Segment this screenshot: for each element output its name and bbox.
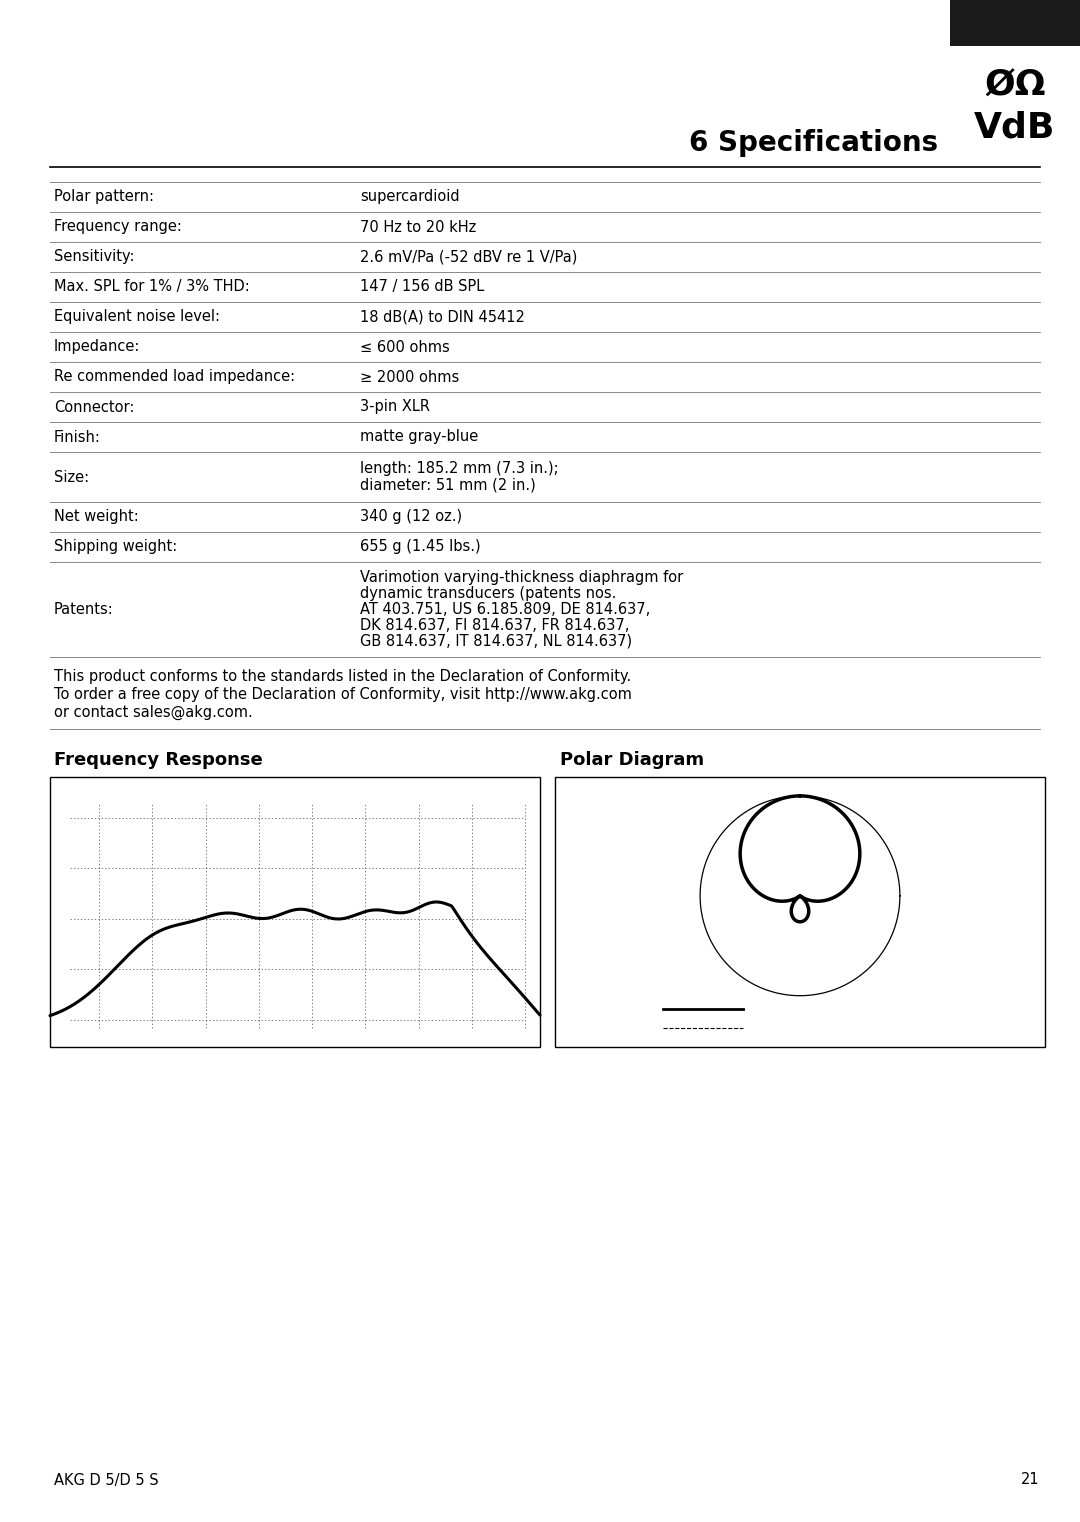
Text: Net weight:: Net weight: (54, 510, 138, 525)
Text: 3-pin XLR: 3-pin XLR (360, 399, 430, 414)
Bar (950, 0, 1080, 164)
Bar (950, 46, 1080, 164)
Text: 147 / 156 dB SPL: 147 / 156 dB SPL (360, 280, 484, 294)
Text: AT 403.751, US 6.185.809, DE 814.637,: AT 403.751, US 6.185.809, DE 814.637, (360, 603, 650, 616)
Text: Equivalent noise level:: Equivalent noise level: (54, 309, 220, 324)
Text: Frequency Response: Frequency Response (54, 750, 262, 769)
Text: 655 g (1.45 lbs.): 655 g (1.45 lbs.) (360, 539, 481, 554)
Text: To order a free copy of the Declaration of Conformity, visit http://www.akg.com: To order a free copy of the Declaration … (54, 686, 632, 702)
Text: matte gray-blue: matte gray-blue (360, 429, 478, 444)
Bar (555, 778, 1045, 1047)
Text: length: 185.2 mm (7.3 in.);: length: 185.2 mm (7.3 in.); (360, 461, 558, 476)
Text: supercardioid: supercardioid (360, 190, 460, 204)
Text: Re commended load impedance:: Re commended load impedance: (54, 370, 295, 385)
Text: GB 814.637, IT 814.637, NL 814.637): GB 814.637, IT 814.637, NL 814.637) (360, 635, 632, 648)
Text: DK 814.637, FI 814.637, FR 814.637,: DK 814.637, FI 814.637, FR 814.637, (360, 618, 630, 633)
Text: 340 g (12 oz.): 340 g (12 oz.) (360, 510, 462, 525)
Text: VdB: VdB (974, 111, 1055, 145)
Text: Sensitivity:: Sensitivity: (54, 250, 135, 265)
Text: Max. SPL for 1% / 3% THD:: Max. SPL for 1% / 3% THD: (54, 280, 249, 294)
Text: Polar pattern:: Polar pattern: (54, 190, 154, 204)
Bar (50, 778, 540, 1047)
Text: or contact sales@akg.com.: or contact sales@akg.com. (54, 705, 253, 720)
Text: Patents:: Patents: (54, 603, 113, 616)
Text: ≥ 2000 ohms: ≥ 2000 ohms (360, 370, 459, 385)
Text: 2.6 mV/Pa (-52 dBV re 1 V/Pa): 2.6 mV/Pa (-52 dBV re 1 V/Pa) (360, 250, 578, 265)
Text: dynamic transducers (patents nos.: dynamic transducers (patents nos. (360, 586, 617, 601)
Text: diameter: 51 mm (2 in.): diameter: 51 mm (2 in.) (360, 478, 536, 493)
Text: Shipping weight:: Shipping weight: (54, 539, 177, 554)
Text: 6 Specifications: 6 Specifications (689, 129, 939, 157)
Text: Polar Diagram: Polar Diagram (561, 750, 704, 769)
Text: This product conforms to the standards listed in the Declaration of Conformity.: This product conforms to the standards l… (54, 670, 631, 683)
Text: Size:: Size: (54, 469, 90, 484)
Text: Varimotion varying-thickness diaphragm for: Varimotion varying-thickness diaphragm f… (360, 571, 684, 584)
Text: 21: 21 (1022, 1472, 1040, 1487)
Text: 18 dB(A) to DIN 45412: 18 dB(A) to DIN 45412 (360, 309, 525, 324)
Text: AKG D 5/D 5 S: AKG D 5/D 5 S (54, 1472, 159, 1487)
Text: ØΩ: ØΩ (984, 68, 1045, 102)
Text: Connector:: Connector: (54, 399, 134, 414)
Text: ≤ 600 ohms: ≤ 600 ohms (360, 339, 449, 355)
Text: Impedance:: Impedance: (54, 339, 140, 355)
Text: Finish:: Finish: (54, 429, 100, 444)
Text: Frequency range:: Frequency range: (54, 219, 181, 234)
Text: 70 Hz to 20 kHz: 70 Hz to 20 kHz (360, 219, 476, 234)
